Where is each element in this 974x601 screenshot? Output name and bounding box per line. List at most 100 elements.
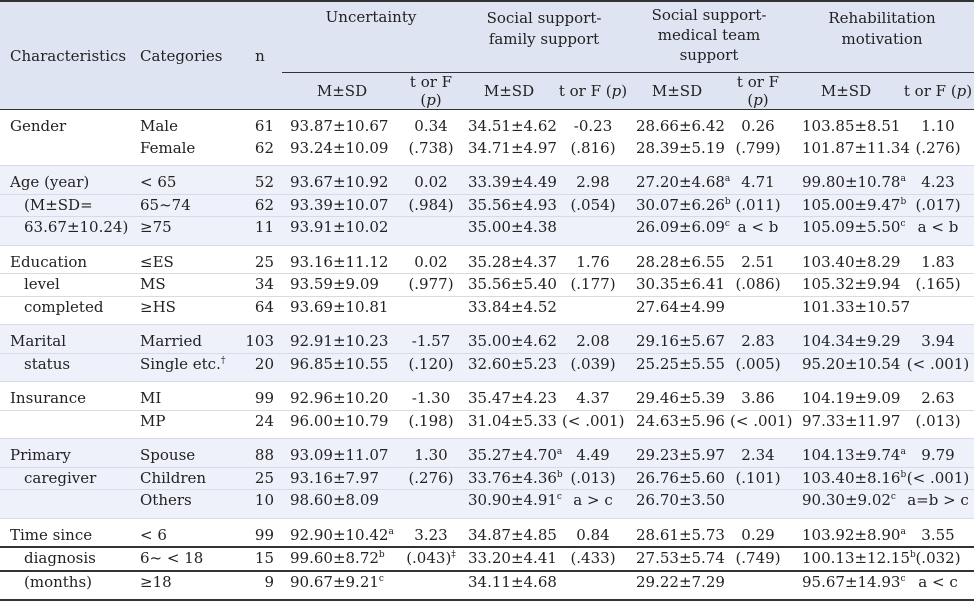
medical-t-cell: (< .001) — [726, 409, 792, 439]
family-msd-cell: 33.76±4.36b — [460, 466, 563, 490]
uncertainty-t-cell-value: -1.57 — [411, 332, 451, 350]
medical-t-cell-value: a < b — [737, 218, 779, 236]
family-msd-cell-value: 34.71±4.97 — [468, 138, 557, 157]
table-row: level MS 34 93.59±9.09 (.977) 35.56±5.40 (.177… — [0, 273, 974, 296]
n-cell-value: 99 — [254, 389, 274, 407]
rehab-t-cell: (< .001) — [902, 466, 974, 490]
medical-msd-cell: 27.20±4.68a — [628, 165, 730, 194]
rehab-t-cell-value: (.032) — [915, 549, 961, 567]
family-t-cell: -0.23 — [558, 110, 628, 138]
category-cell: 6~ < 18 — [130, 546, 238, 572]
table-row: Primary Spouse 88 93.09±11.07 1.30 35.27±4.70… — [0, 438, 974, 467]
medical-msd-cell: 30.07±6.26b — [628, 193, 731, 217]
rehab-msd-cell: 103.92±8.90a — [790, 517, 906, 548]
header-family-support: Social support- family support — [460, 1, 628, 73]
table-row: Gender Male 61 93.87±10.67 0.34 34.51±4.62 -0.… — [0, 110, 974, 138]
category-cell: ≥HS — [130, 295, 238, 325]
n-cell-value: 11 — [254, 218, 274, 236]
uncertainty-msd-cell: 93.16±11.12 — [282, 244, 402, 274]
uncertainty-t-cell: 0.02 — [402, 165, 460, 194]
uncertainty-t-cell-value: (.276) — [408, 468, 454, 487]
tf-suffix: ) — [966, 82, 973, 100]
subheader-medical-msd: M±SD — [628, 72, 726, 110]
n-cell: 9 — [238, 570, 282, 601]
uncertainty-msd-cell-superscript: c — [378, 573, 384, 584]
table-row: status Single etc.† 20 96.85±10.55 (.120) 32.… — [0, 352, 974, 382]
medical-msd-cell-value: 29.23±5.97 — [636, 446, 725, 464]
uncertainty-msd-cell: 93.24±10.09 — [282, 138, 402, 166]
family-t-cell-value: 1.76 — [576, 252, 610, 271]
medical-msd-cell-value: 28.66±6.42 — [636, 117, 725, 135]
medical-t-cell: 0.29 — [726, 517, 790, 548]
family-msd-cell: 35.56±4.93 — [460, 193, 558, 217]
uncertainty-t-cell-value: (.984) — [408, 195, 454, 214]
table-row: diagnosis 6~ < 18 15 99.60±8.72b (.043)‡ 33.2… — [0, 546, 974, 572]
header-uncertainty: Uncertainty — [282, 1, 460, 73]
uncertainty-msd-cell-value: 93.09±11.07 — [290, 446, 389, 464]
family-t-cell: (.816) — [558, 138, 628, 166]
category-cell: ≤ES — [130, 244, 238, 274]
subheader-medical-t-or-f: t or F (p) — [726, 72, 790, 110]
n-cell-value: 61 — [254, 117, 274, 135]
rehab-msd-cell: 101.33±10.57 — [790, 295, 910, 325]
uncertainty-t-cell: (.984) — [402, 193, 460, 217]
family-msd-cell: 35.56±5.40 — [460, 273, 558, 296]
family-t-cell-value: 0.84 — [576, 525, 610, 544]
rehab-t-cell: 9.79 — [902, 438, 974, 467]
rehab-msd-cell-superscript: c — [890, 492, 896, 502]
uncertainty-t-cell — [402, 489, 460, 518]
medical-msd-cell: 27.64±4.99 — [628, 295, 726, 325]
family-msd-cell: 33.84±4.52 — [460, 295, 558, 325]
rehab-msd-cell: 95.20±10.54 — [790, 352, 902, 382]
uncertainty-msd-cell: 98.60±8.09 — [282, 489, 402, 518]
family-t-cell-value: 4.49 — [576, 446, 610, 464]
rehab-msd-cell-superscript: b — [900, 469, 907, 480]
header-rehab-line2: motivation — [841, 30, 923, 48]
category-cell-value: Spouse — [140, 446, 196, 464]
category-cell: MP — [130, 409, 238, 439]
rehab-msd-cell-value: 103.40±8.16 — [802, 468, 901, 487]
subheader-uncertainty-msd: M±SD — [282, 72, 402, 110]
family-msd-cell: 31.04±5.33 — [460, 409, 558, 439]
table-group: Primary Spouse 88 93.09±11.07 1.30 35.27±4.70… — [0, 438, 974, 518]
medical-msd-cell-value: 29.22±7.29 — [636, 572, 725, 591]
family-t-cell: (.054) — [558, 193, 628, 217]
uncertainty-msd-cell-value: 92.96±10.20 — [290, 389, 389, 407]
uncertainty-t-cell-value: 3.23 — [414, 525, 448, 544]
uncertainty-msd-cell: 92.91±10.23 — [282, 324, 402, 353]
family-msd-cell-value: 31.04±5.33 — [468, 411, 557, 430]
uncertainty-msd-cell-value: 96.00±10.79 — [290, 411, 389, 430]
family-t-cell: (.177) — [558, 273, 628, 296]
rehab-msd-cell: 95.67±14.93c — [790, 570, 906, 601]
rehab-msd-cell-superscript: c — [900, 219, 906, 229]
medical-msd-cell-superscript: a — [724, 174, 731, 184]
rehab-t-cell-value: (.013) — [915, 411, 961, 430]
family-msd-cell-value: 35.47±4.23 — [468, 389, 557, 407]
medical-t-cell-value: (.011) — [735, 195, 781, 214]
table-row: Others 10 98.60±8.09 30.90±4.91c a > c 26.70±… — [0, 489, 974, 518]
table-header: Characteristics Categories n Uncertainty… — [0, 1, 974, 110]
family-msd-cell: 35.27±4.70a — [460, 438, 562, 467]
uncertainty-t-cell-value: 1.30 — [414, 446, 448, 464]
medical-t-cell-value: 4.71 — [741, 173, 775, 191]
header-characteristics: Characteristics — [0, 1, 130, 110]
medical-t-cell: (.749) — [726, 546, 790, 572]
characteristic-cell: completed — [0, 295, 130, 325]
rehab-msd-cell-superscript: b — [910, 550, 916, 560]
header-rehab-line1: Rehabilitation — [828, 9, 936, 27]
family-msd-cell-value: 35.27±4.70 — [468, 446, 557, 464]
medical-t-cell-value: 0.26 — [741, 117, 775, 135]
medical-msd-cell: 24.63±5.96 — [628, 409, 726, 439]
table-group: Age (year) < 65 52 93.67±10.92 0.02 33.39±4.4… — [0, 165, 974, 245]
family-msd-cell-superscript: a — [556, 447, 563, 457]
table-group: Marital Married 103 92.91±10.23 -1.57 35.00±4… — [0, 324, 974, 382]
n-cell: 64 — [238, 295, 282, 325]
rehab-t-cell-value: 3.94 — [921, 332, 955, 350]
medical-msd-cell: 25.25±5.55 — [628, 352, 726, 382]
table-group: Education ≤ES 25 93.16±11.12 0.02 35.28±4.37 1… — [0, 244, 974, 325]
family-t-cell: 4.37 — [558, 381, 628, 410]
header-medical-support: Social support- medical team support — [628, 1, 790, 73]
medical-t-cell: (.086) — [726, 273, 790, 296]
n-cell-value: 25 — [254, 252, 274, 271]
family-t-cell: a > c — [558, 489, 628, 518]
